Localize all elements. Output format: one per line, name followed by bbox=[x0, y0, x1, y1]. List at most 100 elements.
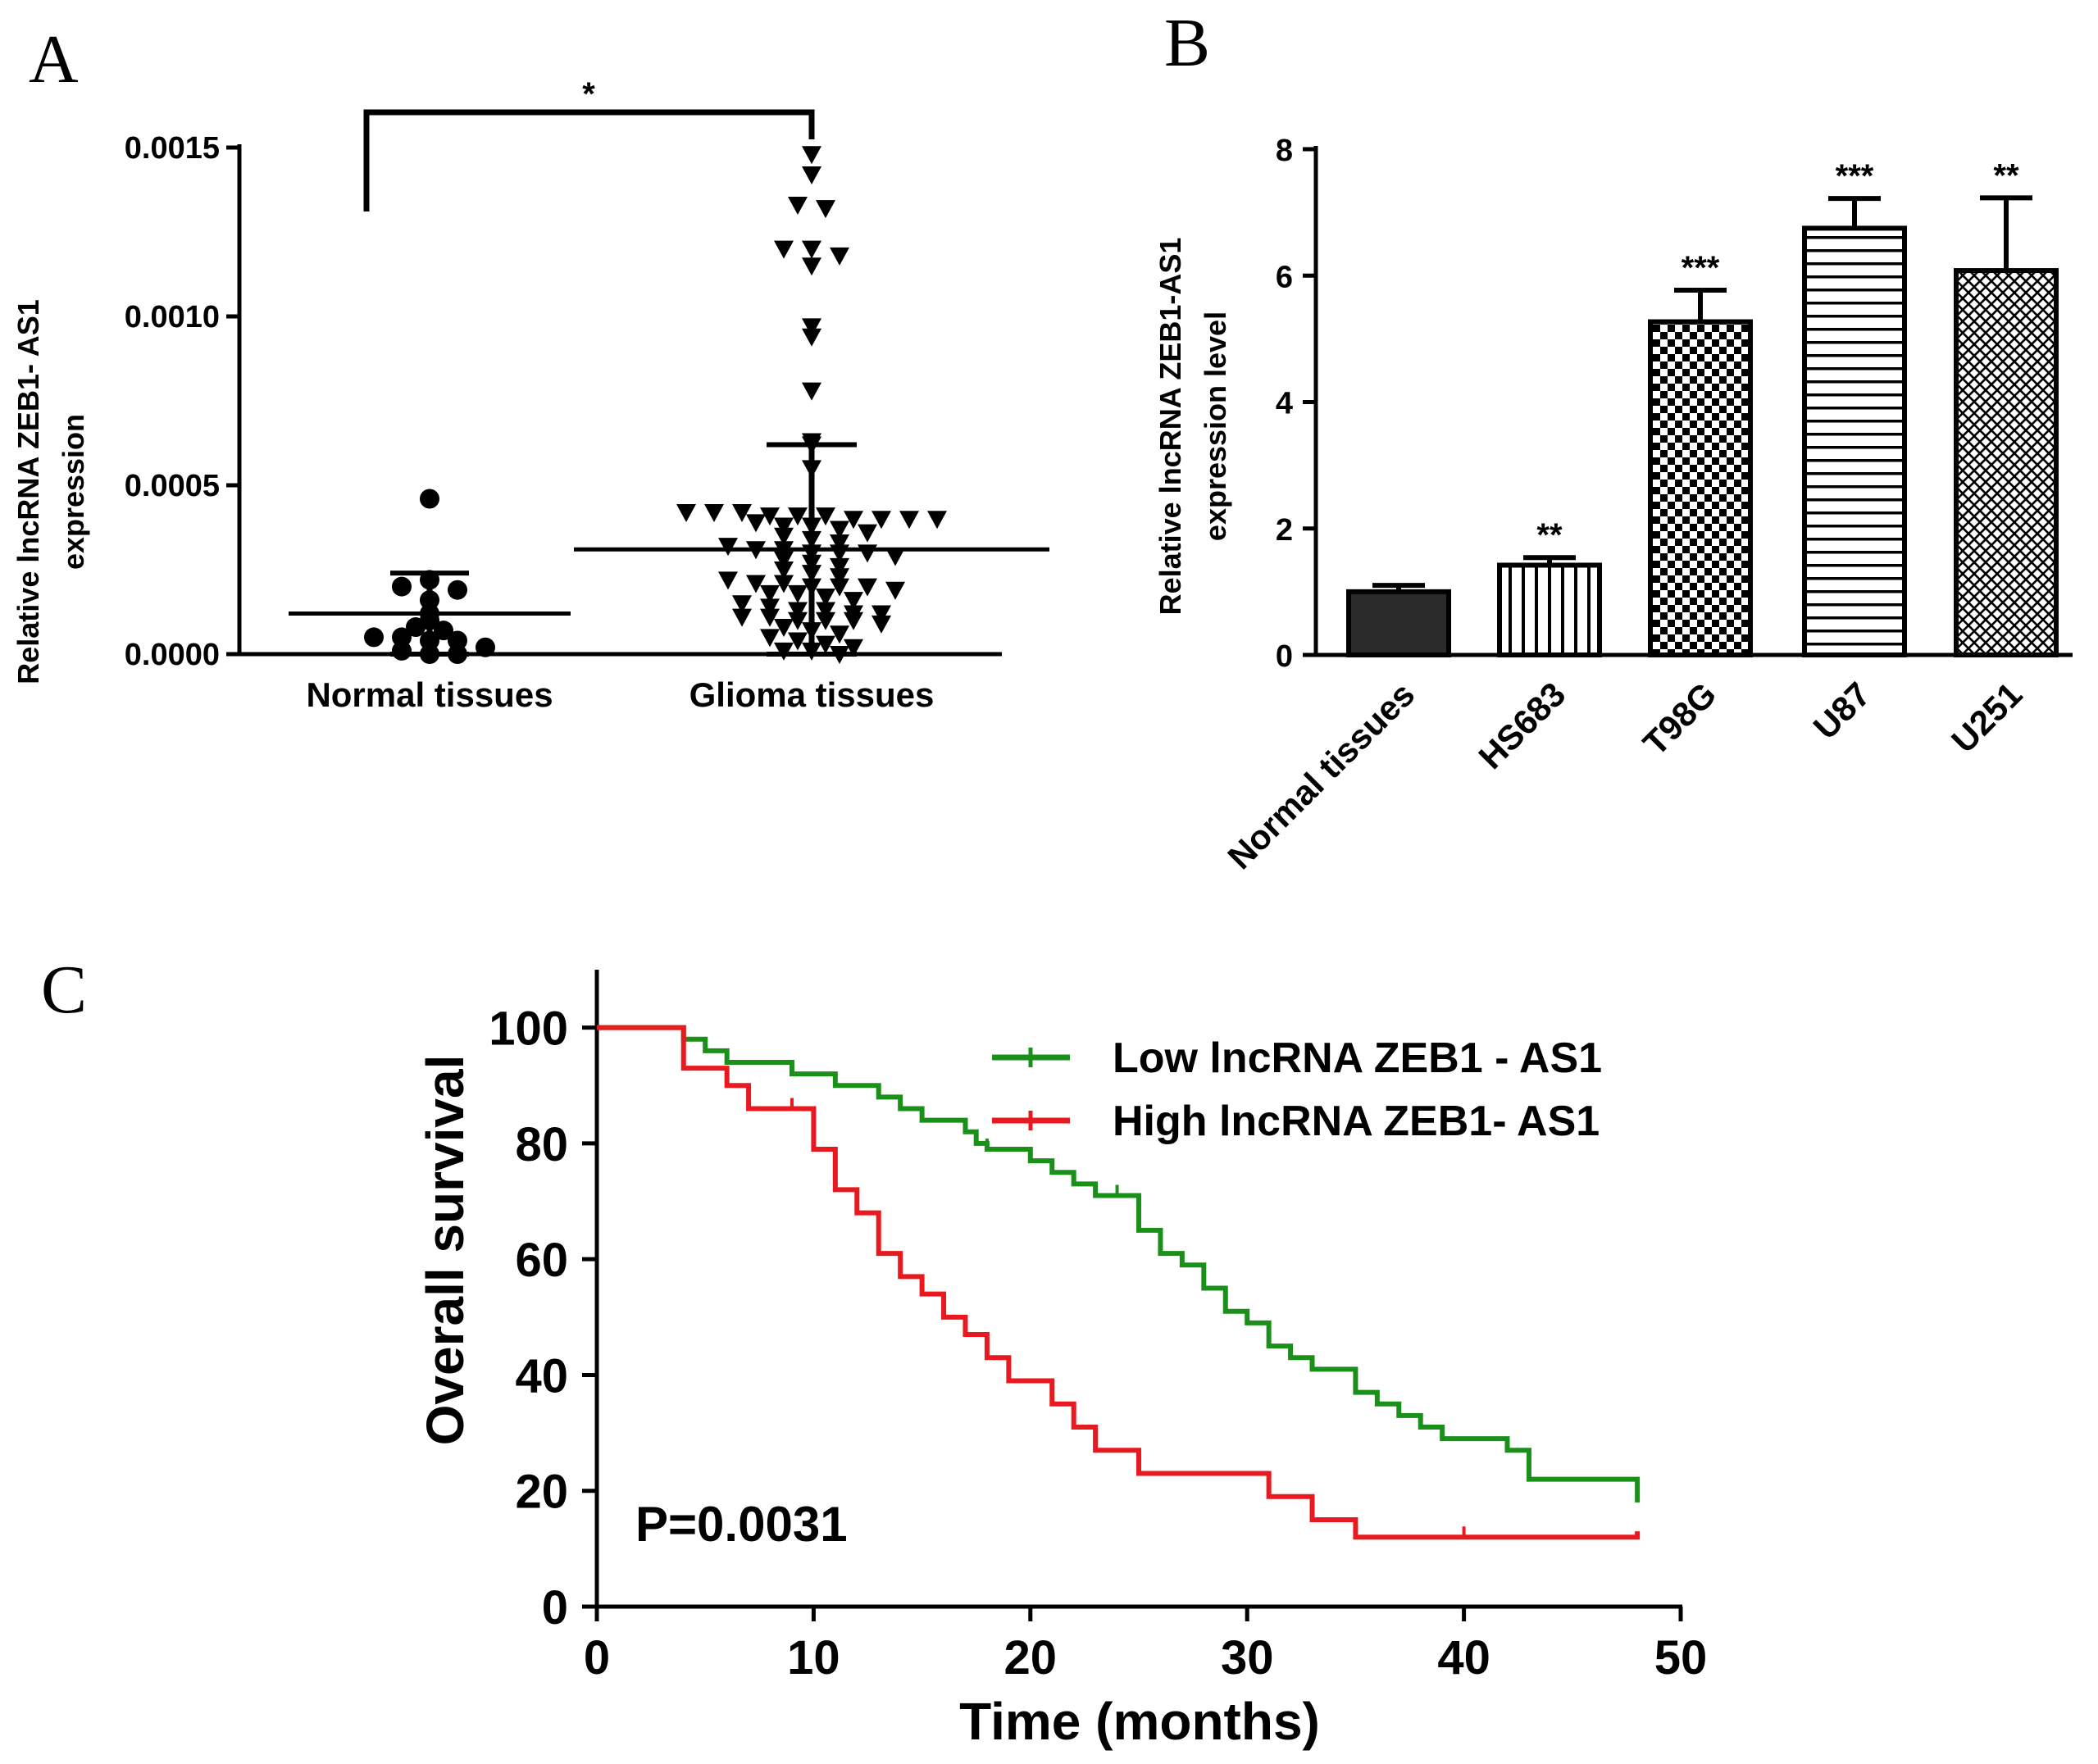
panel-b-ylabel-line1: Relative lncRNA ZEB1-AS1 bbox=[1154, 238, 1187, 616]
panel-b-ytick-label: 4 bbox=[1276, 387, 1293, 421]
panel-b-category-label: U251 bbox=[1944, 675, 2029, 760]
panel-c-xtick-label: 10 bbox=[787, 1631, 840, 1684]
panel-a-normal-point bbox=[420, 489, 439, 509]
panel-a-glioma-point bbox=[816, 611, 835, 630]
panel-b-bar bbox=[1497, 562, 1602, 657]
panel-label-c: C bbox=[41, 952, 87, 1028]
panel-a-glioma-point bbox=[858, 544, 877, 563]
panel-a-glioma-point bbox=[816, 507, 835, 526]
panel-a-glioma-point bbox=[676, 503, 696, 522]
legend-label-high: High lncRNA ZEB1- AS1 bbox=[1113, 1098, 1600, 1145]
panel-b-bar bbox=[1802, 225, 1907, 657]
panel-a-glioma-point bbox=[830, 247, 849, 266]
panel-a-ylabel-line2: expression bbox=[57, 414, 90, 570]
panel-a-glioma-point bbox=[774, 527, 794, 546]
panel-a-glioma-point bbox=[858, 578, 877, 597]
panel-a-glioma-point bbox=[718, 538, 738, 557]
panel-a-glioma-point bbox=[830, 521, 849, 539]
panel-a-glioma-point bbox=[760, 629, 780, 648]
panel-b-ytick-label: 0 bbox=[1276, 639, 1293, 674]
panel-b-ytick-label: 8 bbox=[1276, 134, 1293, 168]
panel-a-glioma-point bbox=[830, 568, 849, 587]
panel-b-ytick-label: 2 bbox=[1276, 513, 1293, 548]
panel-a-category-normal: Normal tissues bbox=[306, 675, 553, 714]
panel-a-mean-sd bbox=[289, 442, 1049, 657]
panel-a-points bbox=[364, 146, 947, 664]
panel-a-glioma-point bbox=[872, 511, 891, 530]
panel-c-xtick-label: 30 bbox=[1221, 1631, 1274, 1684]
panel-b-significance: ** bbox=[1993, 157, 2019, 193]
panel-c-ytick-label: 0 bbox=[542, 1581, 568, 1634]
panel-a-axes: 0.0000 0.0005 0.0010 0.0015 bbox=[125, 131, 1002, 672]
panel-a-glioma-point bbox=[774, 517, 794, 536]
panel-a-glioma-point bbox=[760, 598, 780, 617]
panel-a-glioma-point bbox=[816, 588, 835, 607]
panel-a-significance: * bbox=[582, 76, 595, 112]
panel-a-glioma-point bbox=[802, 257, 821, 276]
panel-a-glioma-point bbox=[802, 318, 821, 337]
panel-c-xtick-label: 50 bbox=[1654, 1631, 1708, 1684]
panel-b-category-label: U87 bbox=[1806, 675, 1878, 747]
panel-a-glioma-point bbox=[774, 575, 794, 593]
panel-a-glioma-point bbox=[830, 557, 849, 576]
panel-a-glioma-point bbox=[872, 615, 891, 634]
panel-a-glioma-point bbox=[830, 578, 849, 597]
legend-label-low: Low lncRNA ZEB1 - AS1 bbox=[1113, 1034, 1602, 1082]
panel-b-ytick-label: 6 bbox=[1276, 260, 1293, 294]
panel-a-glioma-point bbox=[885, 581, 905, 600]
panel-a-glioma-point bbox=[774, 551, 794, 570]
panel-a-glioma-point bbox=[816, 200, 835, 219]
panel-b-bar bbox=[1954, 268, 2059, 657]
panel-c-survival-plot: Overall survival Time (months) 0 20 40 60 80… bbox=[416, 970, 1707, 1751]
panel-a-glioma-point bbox=[802, 166, 821, 184]
panel-a-glioma-point bbox=[746, 575, 766, 593]
panel-a-glioma-point bbox=[802, 146, 821, 165]
panel-c-xtick-label: 20 bbox=[1004, 1631, 1058, 1684]
survival-curve-high bbox=[597, 1025, 1641, 1540]
panel-a-glioma-point bbox=[788, 632, 808, 651]
panel-a-glioma-point bbox=[830, 534, 849, 553]
panel-b-category-label: T98G bbox=[1636, 675, 1724, 763]
panel-a-glioma-point bbox=[788, 611, 808, 630]
panel-a-normal-point bbox=[392, 627, 412, 648]
panel-a-glioma-point bbox=[732, 595, 752, 614]
panel-a-ylabel-line1: Relative lncRNA ZEB1- AS1 bbox=[11, 299, 45, 684]
panel-a-significance-bracket bbox=[363, 109, 815, 211]
panel-a-glioma-point bbox=[872, 605, 891, 624]
panel-a-glioma-point bbox=[760, 608, 780, 627]
panel-a-glioma-point bbox=[746, 514, 766, 533]
panel-b-bar-chart: Relative lncRNA ZEB1-AS1 expression leve… bbox=[1154, 134, 2073, 876]
panel-a-glioma-point bbox=[927, 511, 947, 530]
panel-a-scatter: Relative lncRNA ZEB1- AS1 expression 0.0… bbox=[11, 76, 1049, 714]
panel-c-ytick-label: 20 bbox=[515, 1466, 568, 1519]
panel-c-axes: 0 20 40 60 80 100 0 10 20 30 40 50 bbox=[489, 970, 1707, 1684]
panel-a-glioma-point bbox=[802, 328, 821, 347]
panel-c-curves bbox=[597, 1025, 1641, 1540]
panel-b-significance: *** bbox=[1682, 250, 1720, 286]
panel-b-category-label: Normal tissues bbox=[1220, 675, 1422, 876]
panel-a-glioma-point bbox=[899, 511, 919, 530]
panel-c-ytick-label: 80 bbox=[515, 1118, 568, 1171]
panel-a-normal-point bbox=[406, 617, 426, 638]
panel-a-normal-point bbox=[448, 580, 467, 600]
panel-a-ytick-label: 0.0010 bbox=[125, 300, 220, 334]
panel-a-glioma-point bbox=[788, 602, 808, 621]
survival-curve-low bbox=[597, 1025, 1641, 1503]
panel-a-glioma-point bbox=[732, 503, 752, 522]
panel-c-ylabel: Overall survival bbox=[416, 1055, 475, 1446]
panel-c-xtick-label: 40 bbox=[1437, 1631, 1490, 1684]
panel-b-significance: ** bbox=[1536, 517, 1563, 553]
panel-b-bars: Normal tissues ** HS683 *** T98G *** U87 ** U251 bbox=[1220, 157, 2059, 876]
panel-a-glioma-point bbox=[774, 561, 794, 580]
panel-a-glioma-point bbox=[774, 619, 794, 638]
panel-a-glioma-point bbox=[844, 639, 863, 657]
panel-a-glioma-point bbox=[788, 507, 808, 526]
panel-label-a: A bbox=[29, 21, 79, 98]
panel-a-category-glioma: Glioma tissues bbox=[689, 675, 935, 714]
panel-a-glioma-point bbox=[732, 608, 752, 627]
panel-b-bar bbox=[1346, 589, 1451, 657]
panel-a-normal-point bbox=[364, 627, 384, 648]
panel-a-glioma-point bbox=[816, 602, 835, 621]
panel-a-glioma-point bbox=[802, 240, 821, 259]
